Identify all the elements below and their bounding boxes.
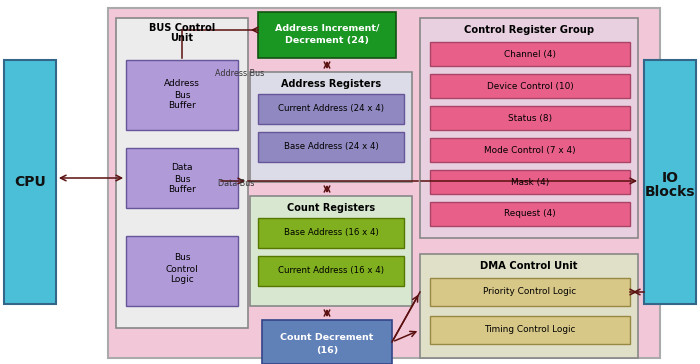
Bar <box>258 94 404 124</box>
Bar <box>430 138 630 162</box>
Text: Control Register Group: Control Register Group <box>464 25 594 35</box>
Text: Data Bus: Data Bus <box>218 178 254 187</box>
Bar <box>430 202 630 226</box>
Bar <box>258 256 404 286</box>
Text: Control: Control <box>166 265 198 273</box>
Text: Timing Control Logic: Timing Control Logic <box>484 325 575 335</box>
Bar <box>258 12 396 58</box>
Text: Status (8): Status (8) <box>508 114 552 123</box>
Bar <box>644 60 696 304</box>
Text: Request (4): Request (4) <box>504 210 556 218</box>
Text: Mode Control (7 x 4): Mode Control (7 x 4) <box>484 146 576 154</box>
Text: DMA Control Unit: DMA Control Unit <box>480 261 578 271</box>
Bar <box>262 320 392 364</box>
Bar <box>430 170 630 194</box>
Text: Bus: Bus <box>174 91 190 99</box>
Text: Priority Control Logic: Priority Control Logic <box>484 288 577 297</box>
Text: Channel (4): Channel (4) <box>504 50 556 59</box>
Bar <box>420 18 638 238</box>
Text: Mask (4): Mask (4) <box>511 178 549 186</box>
Bar <box>420 254 638 358</box>
Bar <box>250 72 412 182</box>
Text: (16): (16) <box>316 345 338 355</box>
Text: Base Address (24 x 4): Base Address (24 x 4) <box>284 142 379 151</box>
Bar <box>430 42 630 66</box>
Bar <box>430 278 630 306</box>
Text: IO: IO <box>662 171 678 185</box>
Bar <box>258 218 404 248</box>
Text: CPU: CPU <box>14 175 46 189</box>
Text: Base Address (16 x 4): Base Address (16 x 4) <box>284 229 379 237</box>
Text: Buffer: Buffer <box>168 186 196 194</box>
Bar <box>126 60 238 130</box>
Text: Bus: Bus <box>174 253 190 262</box>
Bar <box>126 236 238 306</box>
Bar <box>116 18 248 328</box>
Bar <box>430 106 630 130</box>
Bar <box>250 196 412 306</box>
Text: Blocks: Blocks <box>645 185 695 199</box>
Text: Address: Address <box>164 79 200 88</box>
Text: Current Address (16 x 4): Current Address (16 x 4) <box>278 266 384 276</box>
Text: Current Address (24 x 4): Current Address (24 x 4) <box>278 104 384 114</box>
Bar <box>108 8 660 358</box>
Bar <box>258 132 404 162</box>
Text: Buffer: Buffer <box>168 102 196 111</box>
Text: Address Increment/: Address Increment/ <box>274 24 379 32</box>
Text: Logic: Logic <box>170 276 194 285</box>
Text: Device Control (10): Device Control (10) <box>486 82 573 91</box>
Text: BUS Control: BUS Control <box>149 23 215 33</box>
Bar <box>4 60 56 304</box>
Bar <box>430 316 630 344</box>
Text: Count Registers: Count Registers <box>287 203 375 213</box>
Text: Unit: Unit <box>171 33 193 43</box>
Text: Bus: Bus <box>174 174 190 183</box>
Text: Decrement (24): Decrement (24) <box>285 36 369 46</box>
Bar <box>126 148 238 208</box>
Text: Data: Data <box>172 163 193 173</box>
Bar <box>430 74 630 98</box>
Text: Address Bus: Address Bus <box>215 68 265 78</box>
Text: Count Decrement: Count Decrement <box>280 332 374 341</box>
Text: Address Registers: Address Registers <box>281 79 381 89</box>
